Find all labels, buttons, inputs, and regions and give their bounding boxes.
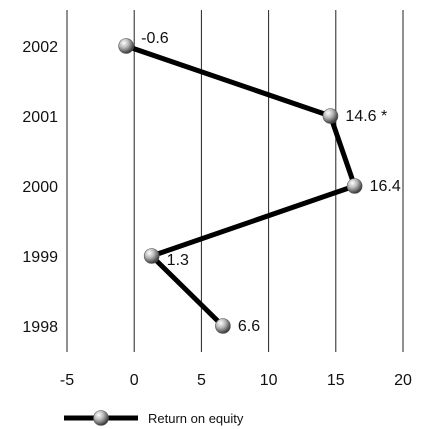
x-tick-label: 10 <box>260 372 278 389</box>
legend-label: Return on equity <box>148 411 244 426</box>
legend: Return on equity <box>64 410 244 426</box>
data-label: 14.6 * <box>345 108 387 125</box>
data-label: -0.6 <box>141 30 169 47</box>
data-labels-layer: -0.6 14.6 * 16.4 1.3 6.6 <box>141 30 401 335</box>
x-tick-label: 0 <box>130 372 139 389</box>
y-tick-label: 2000 <box>22 179 58 196</box>
data-point <box>215 318 231 334</box>
y-tick-label: 2002 <box>22 39 58 56</box>
y-tick-label: 1998 <box>22 319 58 336</box>
data-label: 1.3 <box>167 252 189 269</box>
series-line-layer <box>123 43 358 329</box>
x-tick-label: 15 <box>327 372 345 389</box>
x-tick-label: 5 <box>197 372 206 389</box>
x-tick-label: -5 <box>60 372 74 389</box>
data-point <box>118 38 134 54</box>
data-point <box>143 248 160 264</box>
y-axis-ticks: 2002 2001 2000 1999 1998 <box>22 39 58 336</box>
x-axis-ticks: -5 0 5 10 15 20 <box>60 372 412 389</box>
data-point <box>346 178 363 194</box>
y-tick-label: 1999 <box>22 249 58 266</box>
y-tick-label: 2001 <box>22 109 58 126</box>
series-points-layer <box>118 38 363 334</box>
data-label: 6.6 <box>238 318 260 335</box>
data-label: 16.4 <box>370 178 401 195</box>
series-line <box>123 43 358 329</box>
gridlines <box>66 10 404 352</box>
legend-marker <box>93 410 109 426</box>
x-tick-label: 20 <box>394 372 412 389</box>
data-point <box>322 108 339 124</box>
